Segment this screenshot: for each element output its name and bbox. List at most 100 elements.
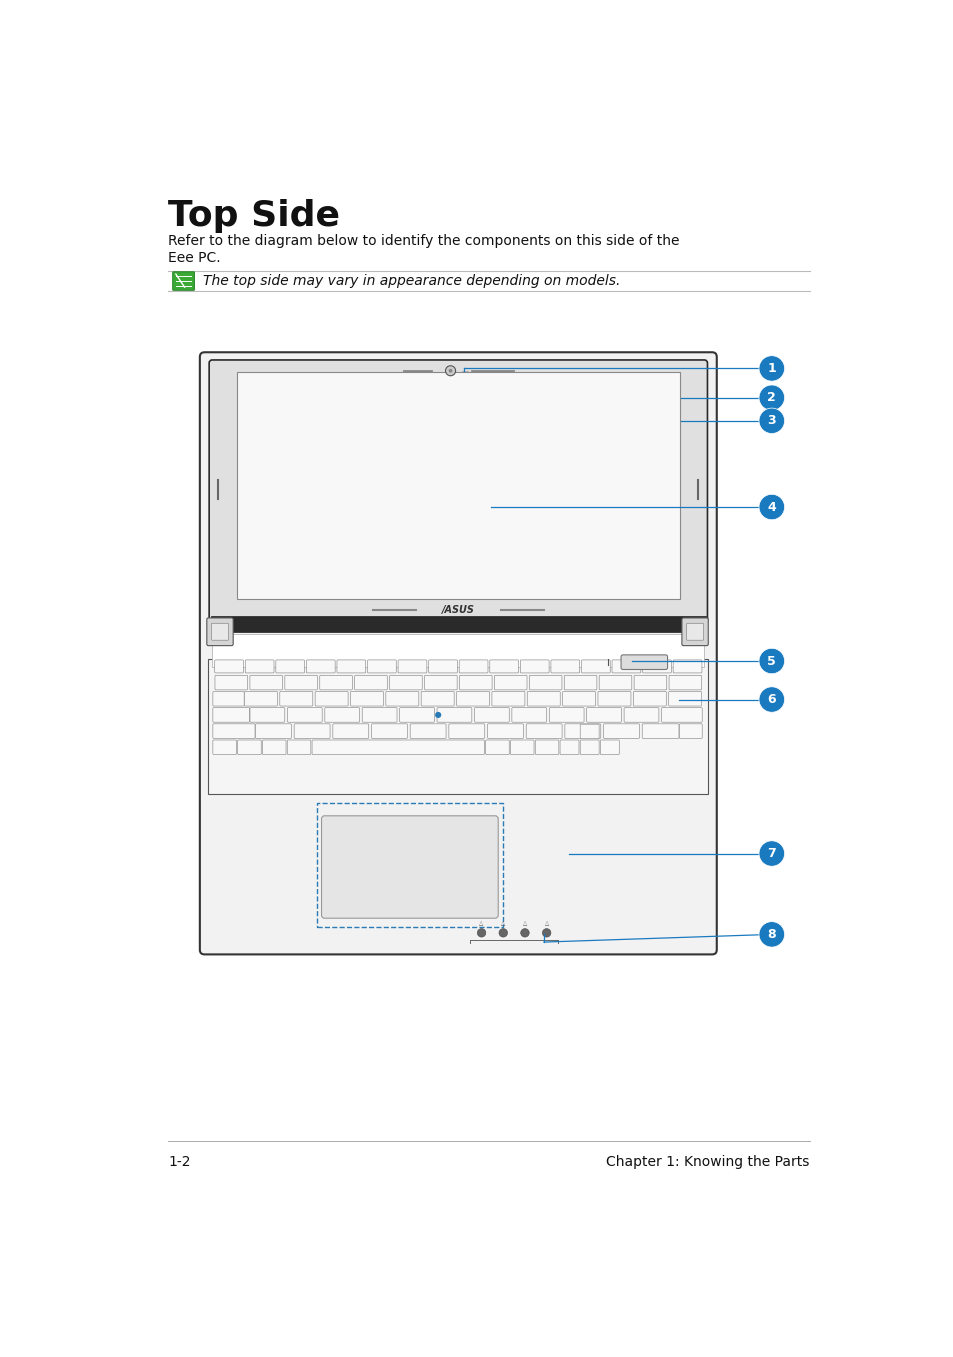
FancyBboxPatch shape [213, 723, 254, 738]
Text: 1-2: 1-2 [168, 1155, 191, 1168]
FancyBboxPatch shape [564, 723, 600, 738]
FancyBboxPatch shape [562, 692, 595, 706]
Text: Eee PC.: Eee PC. [168, 251, 220, 266]
FancyBboxPatch shape [686, 623, 703, 641]
Text: 8: 8 [766, 928, 776, 940]
FancyBboxPatch shape [336, 660, 365, 673]
Circle shape [759, 649, 783, 673]
FancyBboxPatch shape [245, 660, 274, 673]
FancyBboxPatch shape [367, 660, 395, 673]
FancyBboxPatch shape [262, 740, 286, 754]
FancyBboxPatch shape [371, 723, 407, 738]
FancyBboxPatch shape [550, 660, 579, 673]
FancyBboxPatch shape [673, 660, 701, 673]
FancyBboxPatch shape [485, 740, 509, 754]
Text: 4: 4 [766, 501, 776, 513]
FancyBboxPatch shape [623, 707, 659, 722]
Bar [212, 634, 703, 668]
FancyBboxPatch shape [209, 360, 707, 624]
Circle shape [759, 356, 783, 381]
FancyBboxPatch shape [213, 707, 250, 722]
Bar [208, 658, 707, 794]
Text: /ASUS: /ASUS [441, 605, 475, 615]
Circle shape [476, 928, 485, 938]
FancyBboxPatch shape [634, 676, 666, 689]
Bar [236, 372, 679, 600]
FancyBboxPatch shape [579, 725, 598, 738]
FancyBboxPatch shape [385, 692, 418, 706]
FancyBboxPatch shape [244, 692, 277, 706]
Text: Top Side: Top Side [168, 199, 339, 233]
FancyBboxPatch shape [563, 676, 597, 689]
Text: 3: 3 [766, 414, 776, 427]
FancyBboxPatch shape [312, 740, 484, 754]
FancyBboxPatch shape [250, 707, 285, 722]
FancyBboxPatch shape [598, 676, 631, 689]
FancyBboxPatch shape [487, 723, 523, 738]
FancyBboxPatch shape [285, 676, 317, 689]
FancyBboxPatch shape [213, 740, 236, 754]
FancyBboxPatch shape [207, 617, 233, 646]
FancyBboxPatch shape [172, 271, 194, 290]
FancyBboxPatch shape [314, 692, 348, 706]
FancyBboxPatch shape [612, 660, 640, 673]
Circle shape [435, 712, 441, 718]
FancyBboxPatch shape [362, 707, 396, 722]
Text: △: △ [479, 920, 483, 925]
FancyBboxPatch shape [350, 692, 383, 706]
FancyBboxPatch shape [212, 623, 229, 641]
FancyBboxPatch shape [306, 660, 335, 673]
Text: The top side may vary in appearance depending on models.: The top side may vary in appearance depe… [203, 274, 619, 288]
FancyBboxPatch shape [681, 617, 707, 646]
Circle shape [520, 928, 529, 938]
Circle shape [759, 494, 783, 520]
FancyBboxPatch shape [287, 740, 311, 754]
FancyBboxPatch shape [668, 692, 700, 706]
FancyBboxPatch shape [333, 723, 369, 738]
FancyBboxPatch shape [598, 692, 630, 706]
FancyBboxPatch shape [559, 740, 578, 754]
FancyBboxPatch shape [458, 660, 488, 673]
FancyBboxPatch shape [389, 676, 422, 689]
FancyBboxPatch shape [199, 353, 716, 954]
Text: △: △ [522, 920, 527, 925]
FancyBboxPatch shape [474, 707, 509, 722]
Text: 2: 2 [766, 391, 776, 404]
FancyBboxPatch shape [512, 707, 546, 722]
Circle shape [445, 366, 456, 376]
Text: Chapter 1: Knowing the Parts: Chapter 1: Knowing the Parts [606, 1155, 809, 1168]
FancyBboxPatch shape [603, 723, 639, 738]
FancyBboxPatch shape [668, 676, 700, 689]
FancyBboxPatch shape [214, 660, 243, 673]
FancyBboxPatch shape [456, 692, 489, 706]
Circle shape [759, 841, 783, 866]
FancyBboxPatch shape [428, 660, 456, 673]
FancyBboxPatch shape [642, 660, 671, 673]
Text: △: △ [544, 920, 548, 925]
Text: 1: 1 [766, 362, 776, 375]
FancyBboxPatch shape [355, 676, 387, 689]
FancyBboxPatch shape [410, 723, 446, 738]
FancyBboxPatch shape [641, 723, 679, 738]
FancyBboxPatch shape [319, 676, 352, 689]
FancyBboxPatch shape [421, 692, 454, 706]
FancyBboxPatch shape [287, 707, 322, 722]
FancyBboxPatch shape [424, 676, 456, 689]
FancyBboxPatch shape [448, 723, 484, 738]
Circle shape [448, 369, 452, 373]
FancyBboxPatch shape [679, 723, 701, 738]
FancyBboxPatch shape [399, 707, 434, 722]
FancyBboxPatch shape [489, 660, 518, 673]
FancyBboxPatch shape [510, 740, 534, 754]
Text: Refer to the diagram below to identify the components on this side of the: Refer to the diagram below to identify t… [168, 233, 679, 248]
FancyBboxPatch shape [633, 692, 665, 706]
FancyBboxPatch shape [586, 707, 620, 722]
Circle shape [498, 928, 507, 938]
Text: 5: 5 [766, 654, 776, 668]
FancyBboxPatch shape [237, 740, 261, 754]
FancyBboxPatch shape [660, 707, 701, 722]
FancyBboxPatch shape [549, 707, 583, 722]
Text: △: △ [500, 920, 505, 925]
FancyBboxPatch shape [321, 816, 497, 919]
Circle shape [759, 385, 783, 410]
